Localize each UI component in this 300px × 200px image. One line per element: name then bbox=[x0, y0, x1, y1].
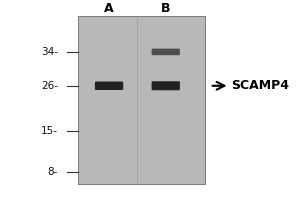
FancyBboxPatch shape bbox=[152, 81, 180, 90]
Text: 15-: 15- bbox=[41, 126, 58, 136]
Text: 34-: 34- bbox=[41, 47, 58, 57]
Text: B: B bbox=[161, 2, 170, 15]
FancyBboxPatch shape bbox=[78, 16, 206, 184]
Text: 8-: 8- bbox=[48, 167, 58, 177]
Text: 26-: 26- bbox=[41, 81, 58, 91]
Text: SCAMP4: SCAMP4 bbox=[231, 79, 289, 92]
Text: A: A bbox=[104, 2, 114, 15]
FancyBboxPatch shape bbox=[95, 82, 123, 90]
FancyBboxPatch shape bbox=[152, 49, 180, 55]
